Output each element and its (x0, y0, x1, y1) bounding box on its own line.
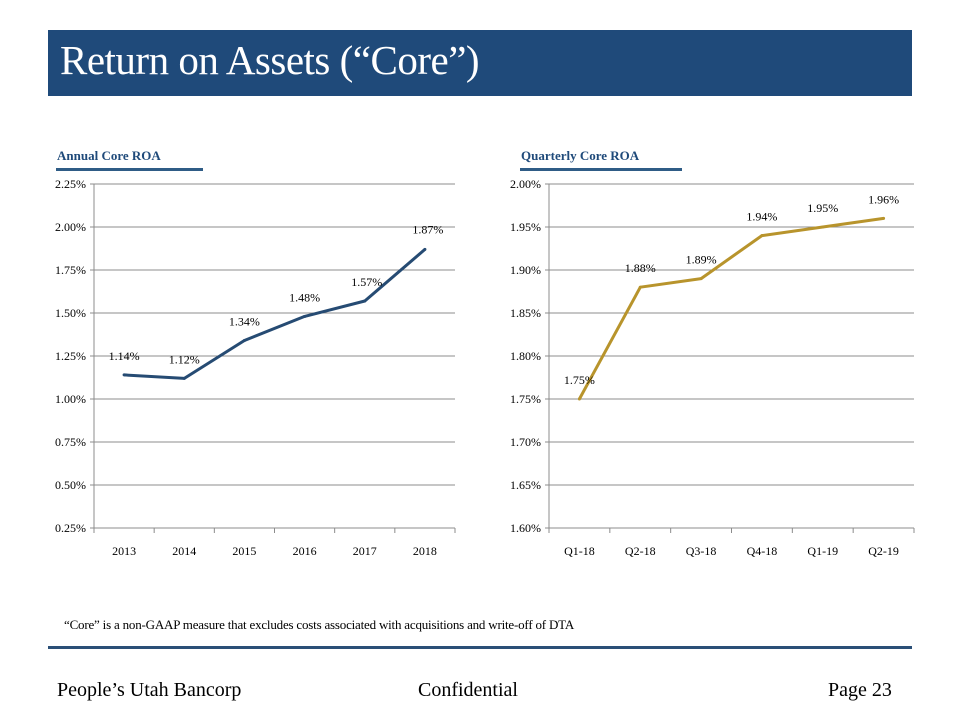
quarterly-heading-underline (520, 168, 682, 171)
footer-company: People’s Utah Bancorp (57, 679, 242, 701)
y-tick-label: 1.50% (55, 306, 86, 320)
footer-confidential: Confidential (418, 679, 518, 701)
data-label: 1.34% (229, 315, 260, 329)
data-label: 1.57% (351, 275, 382, 289)
data-point (182, 376, 186, 380)
data-label: 1.14% (109, 349, 140, 363)
y-tick-label: 1.25% (55, 349, 86, 363)
y-tick-label: 1.00% (55, 392, 86, 406)
y-tick-label: 1.80% (510, 349, 541, 363)
x-tick-label: 2017 (353, 544, 377, 558)
y-tick-label: 1.60% (510, 521, 541, 535)
title-banner: Return on Assets (“Core”) (48, 30, 912, 96)
series-line (578, 216, 884, 400)
data-point (699, 277, 703, 281)
data-point (122, 373, 126, 377)
data-label: 1.89% (686, 253, 717, 267)
x-tick-label: 2015 (232, 544, 256, 558)
data-point (760, 234, 764, 238)
data-label: 1.75% (564, 373, 595, 387)
y-tick-label: 2.25% (55, 177, 86, 191)
x-tick-label: Q2-18 (625, 544, 656, 558)
x-tick-label: Q1-19 (807, 544, 838, 558)
y-tick-label: 1.90% (510, 263, 541, 277)
x-tick-label: Q4-18 (747, 544, 778, 558)
y-tick-label: 0.25% (55, 521, 86, 535)
data-label: 1.48% (289, 290, 320, 304)
x-tick-label: Q3-18 (686, 544, 717, 558)
data-label: 1.94% (746, 210, 777, 224)
y-tick-label: 1.95% (510, 220, 541, 234)
data-point (303, 314, 307, 318)
y-tick-label: 1.75% (55, 263, 86, 277)
y-tick-label: 1.65% (510, 478, 541, 492)
annual-chart-heading: Annual Core ROA (57, 148, 161, 163)
y-tick-label: 1.75% (510, 392, 541, 406)
y-tick-label: 0.50% (55, 478, 86, 492)
data-point (638, 285, 642, 289)
data-point (423, 247, 427, 251)
y-tick-label: 1.70% (510, 435, 541, 449)
x-tick-label: Q1-18 (564, 544, 595, 558)
x-tick-label: 2018 (413, 544, 437, 558)
data-label: 1.95% (807, 201, 838, 215)
data-label: 1.87% (412, 222, 443, 236)
quarterly-chart-heading: Quarterly Core ROA (521, 148, 640, 163)
x-tick-label: 2016 (293, 544, 317, 558)
x-tick-label: 2013 (112, 544, 136, 558)
x-tick-label: Q2-19 (868, 544, 899, 558)
data-point (577, 397, 581, 401)
data-point (882, 216, 886, 220)
data-point (242, 339, 246, 343)
x-tick-label: 2014 (172, 544, 196, 558)
footer-page-number: Page 23 (828, 679, 892, 701)
series-line (124, 248, 426, 380)
data-point (363, 299, 367, 303)
data-label: 1.12% (169, 352, 200, 366)
y-tick-label: 0.75% (55, 435, 86, 449)
data-label: 1.88% (625, 261, 656, 275)
footnote: “Core” is a non-GAAP measure that exclud… (64, 617, 575, 632)
slide-title: Return on Assets (“Core”) (60, 37, 480, 83)
y-tick-label: 2.00% (510, 177, 541, 191)
data-point (821, 225, 825, 229)
y-tick-label: 1.85% (510, 306, 541, 320)
annual-heading-underline (56, 168, 203, 171)
y-tick-label: 2.00% (55, 220, 86, 234)
data-label: 1.96% (868, 192, 899, 206)
footer-divider (48, 646, 912, 649)
